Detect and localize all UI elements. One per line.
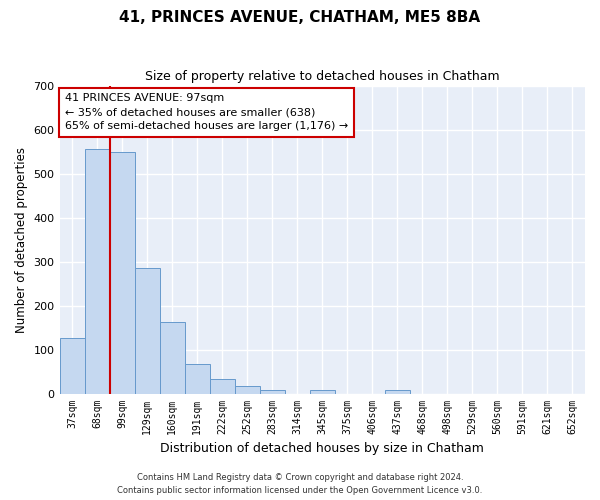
Text: 41, PRINCES AVENUE, CHATHAM, ME5 8BA: 41, PRINCES AVENUE, CHATHAM, ME5 8BA bbox=[119, 10, 481, 25]
Title: Size of property relative to detached houses in Chatham: Size of property relative to detached ho… bbox=[145, 70, 500, 83]
Y-axis label: Number of detached properties: Number of detached properties bbox=[15, 146, 28, 332]
Bar bbox=[85, 150, 110, 394]
Bar bbox=[310, 390, 335, 394]
Bar bbox=[235, 386, 260, 394]
Text: Contains HM Land Registry data © Crown copyright and database right 2024.
Contai: Contains HM Land Registry data © Crown c… bbox=[118, 474, 482, 495]
Bar bbox=[134, 268, 160, 394]
Bar bbox=[110, 152, 134, 394]
Bar bbox=[209, 380, 235, 394]
Bar bbox=[160, 322, 185, 394]
Text: 41 PRINCES AVENUE: 97sqm
← 35% of detached houses are smaller (638)
65% of semi-: 41 PRINCES AVENUE: 97sqm ← 35% of detach… bbox=[65, 94, 348, 132]
Bar bbox=[59, 338, 85, 394]
Bar bbox=[260, 390, 285, 394]
X-axis label: Distribution of detached houses by size in Chatham: Distribution of detached houses by size … bbox=[160, 442, 484, 455]
Bar bbox=[185, 364, 209, 394]
Bar bbox=[385, 390, 410, 394]
